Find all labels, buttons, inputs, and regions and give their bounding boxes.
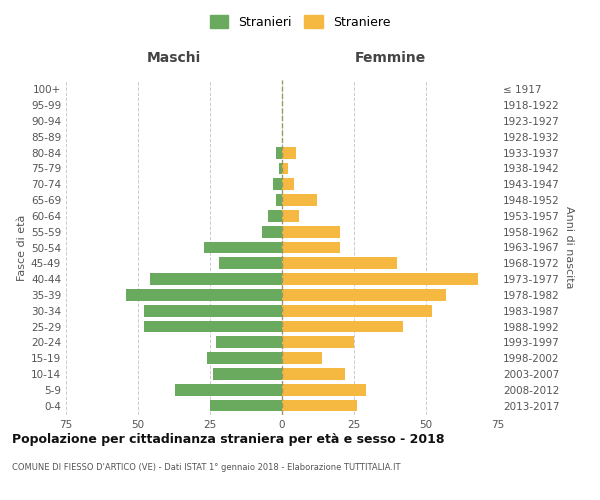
Bar [216,336,282,348]
Bar [144,320,282,332]
Bar [282,210,299,222]
Bar [175,384,282,396]
Bar [282,384,365,396]
Bar [282,368,346,380]
Y-axis label: Anni di nascita: Anni di nascita [563,206,574,288]
Bar [282,178,293,190]
Bar [268,210,282,222]
Bar [144,305,282,316]
Bar [276,194,282,206]
Text: Popolazione per cittadinanza straniera per età e sesso - 2018: Popolazione per cittadinanza straniera p… [12,432,445,446]
Bar [276,147,282,158]
Bar [282,400,357,411]
Bar [282,336,354,348]
Text: Maschi: Maschi [147,51,201,65]
Bar [282,162,288,174]
Bar [279,162,282,174]
Bar [127,289,282,301]
Bar [282,258,397,269]
Bar [282,273,478,285]
Bar [282,226,340,237]
Bar [282,194,317,206]
Bar [210,400,282,411]
Bar [274,178,282,190]
Bar [282,305,432,316]
Bar [282,289,446,301]
Bar [282,242,340,254]
Legend: Stranieri, Straniere: Stranieri, Straniere [206,11,394,32]
Bar [282,352,322,364]
Bar [149,273,282,285]
Bar [282,320,403,332]
Y-axis label: Fasce di età: Fasce di età [17,214,27,280]
Text: Femmine: Femmine [355,51,425,65]
Bar [218,258,282,269]
Bar [262,226,282,237]
Bar [282,147,296,158]
Bar [213,368,282,380]
Bar [207,352,282,364]
Text: COMUNE DI FIESSO D'ARTICO (VE) - Dati ISTAT 1° gennaio 2018 - Elaborazione TUTTI: COMUNE DI FIESSO D'ARTICO (VE) - Dati IS… [12,462,401,471]
Bar [204,242,282,254]
